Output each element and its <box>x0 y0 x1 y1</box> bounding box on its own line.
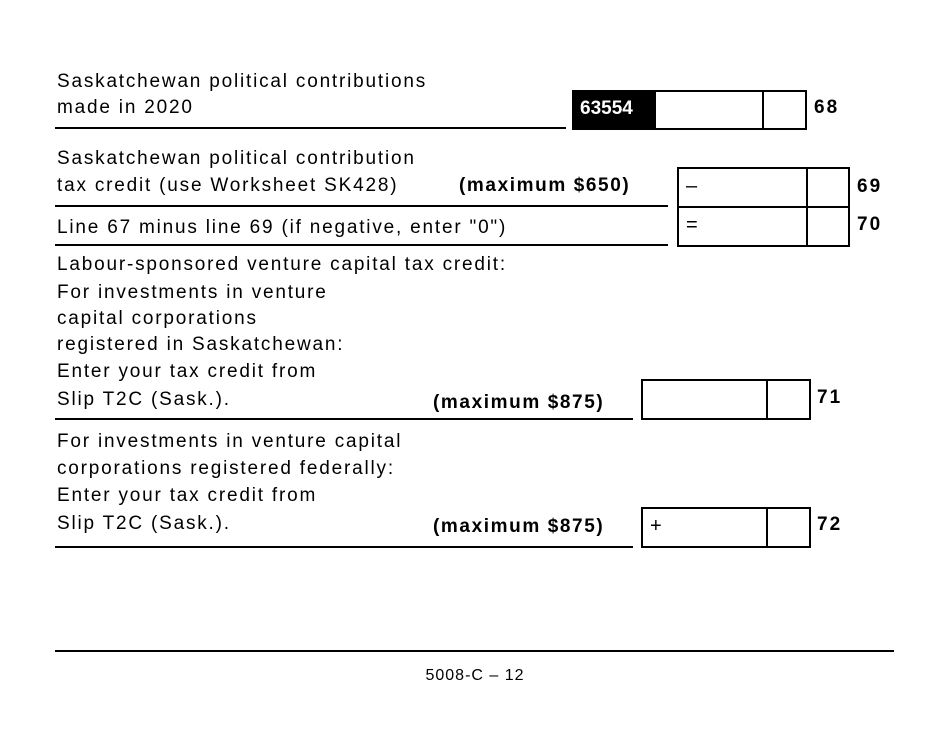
line71-label-4: Enter your tax credit from <box>57 361 318 382</box>
line70-number: 70 <box>857 214 883 235</box>
line72-amount-field[interactable]: + <box>641 507 811 548</box>
labour-heading: Labour-sponsored venture capital tax cre… <box>57 254 507 275</box>
divider <box>55 244 668 246</box>
line68-label-1: Saskatchewan political contributions <box>57 71 428 92</box>
line68-code: 63554 <box>574 92 656 128</box>
footer-rule <box>55 650 894 652</box>
equals-sign: = <box>686 214 698 236</box>
line69-amount-field[interactable]: – <box>677 167 850 208</box>
line68-label-2: made in 2020 <box>57 97 194 118</box>
cents-divider <box>806 208 808 245</box>
divider <box>55 546 633 548</box>
cents-divider <box>762 92 764 128</box>
line72-label-4: Slip T2C (Sask.). <box>57 513 231 534</box>
divider <box>55 418 633 420</box>
divider <box>55 205 668 207</box>
line68-amount-field[interactable]: 63554 <box>572 90 807 130</box>
line72-label-2: corporations registered federally: <box>57 458 395 479</box>
line71-label-1: For investments in venture <box>57 282 328 303</box>
cents-divider <box>766 381 768 418</box>
line71-label-3: registered in Saskatchewan: <box>57 334 345 355</box>
line71-label-5: Slip T2C (Sask.). <box>57 389 231 410</box>
line69-label-2: tax credit (use Worksheet SK428) <box>57 175 399 196</box>
line72-label-3: Enter your tax credit from <box>57 485 318 506</box>
line70-label: Line 67 minus line 69 (if negative, ente… <box>57 217 508 238</box>
line72-label-1: For investments in venture capital <box>57 431 403 452</box>
line72-maximum: (maximum $875) <box>433 516 605 537</box>
line68-number: 68 <box>814 97 840 118</box>
line69-maximum: (maximum $650) <box>459 175 631 196</box>
line70-amount-field[interactable]: = <box>677 206 850 247</box>
minus-sign: – <box>686 175 698 197</box>
cents-divider <box>766 509 768 546</box>
line69-number: 69 <box>857 176 883 197</box>
divider <box>55 127 566 129</box>
line71-label-2: capital corporations <box>57 308 258 329</box>
page-number: 5008-C – 12 <box>425 667 525 684</box>
plus-sign: + <box>650 515 662 537</box>
cents-divider <box>806 169 808 206</box>
line72-number: 72 <box>817 514 843 535</box>
line71-amount-field[interactable] <box>641 379 811 420</box>
line69-label-1: Saskatchewan political contribution <box>57 148 416 169</box>
line71-number: 71 <box>817 387 843 408</box>
line71-maximum: (maximum $875) <box>433 392 605 413</box>
